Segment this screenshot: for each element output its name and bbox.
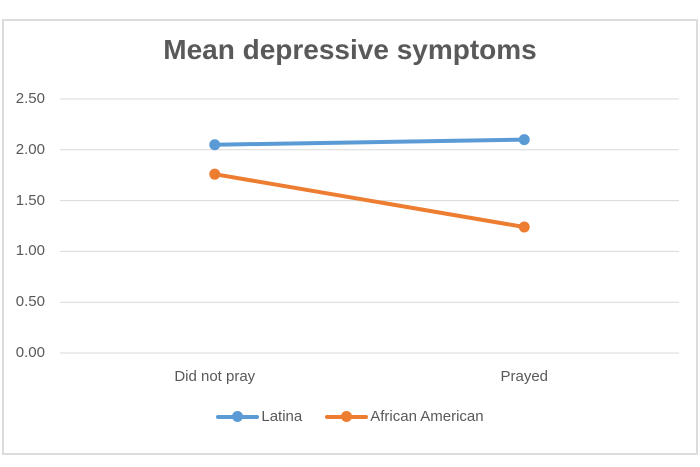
y-tick-label: 0.50 xyxy=(15,293,45,311)
y-tick-label: 2.00 xyxy=(15,140,45,158)
y-tick-label: 1.00 xyxy=(15,242,45,260)
legend-label: Latina xyxy=(261,408,303,425)
y-tick-label: 2.50 xyxy=(15,90,45,107)
legend-item-african-american: African American xyxy=(325,408,484,425)
plot-area xyxy=(60,98,679,354)
legend: Latina African American xyxy=(4,408,696,425)
legend-item-latina: Latina xyxy=(216,408,302,425)
y-tick-label: 1.50 xyxy=(15,191,45,209)
data-point-african-american xyxy=(518,221,530,233)
chart-title: Mean depressive symptoms xyxy=(163,34,537,65)
legend-dot xyxy=(232,411,244,422)
x-tick-label-prayed: Prayed xyxy=(500,368,549,385)
data-point-latina xyxy=(518,134,530,146)
chart-frame: Mean depressive symptoms 2.50 2.00 1.50 1.0… xyxy=(2,19,698,455)
data-point-african-american xyxy=(209,168,221,180)
legend-line-marker-icon xyxy=(325,411,369,422)
series-line-african-american xyxy=(212,172,527,230)
legend-dot xyxy=(341,411,353,422)
y-tick-label: 0.00 xyxy=(15,344,45,361)
legend-line-marker-icon xyxy=(216,411,260,422)
data-point-latina xyxy=(209,139,221,151)
legend-label: African American xyxy=(370,408,484,425)
series-line-latina xyxy=(212,137,527,147)
x-tick-label-did-not-pray: Did not pray xyxy=(174,368,256,385)
